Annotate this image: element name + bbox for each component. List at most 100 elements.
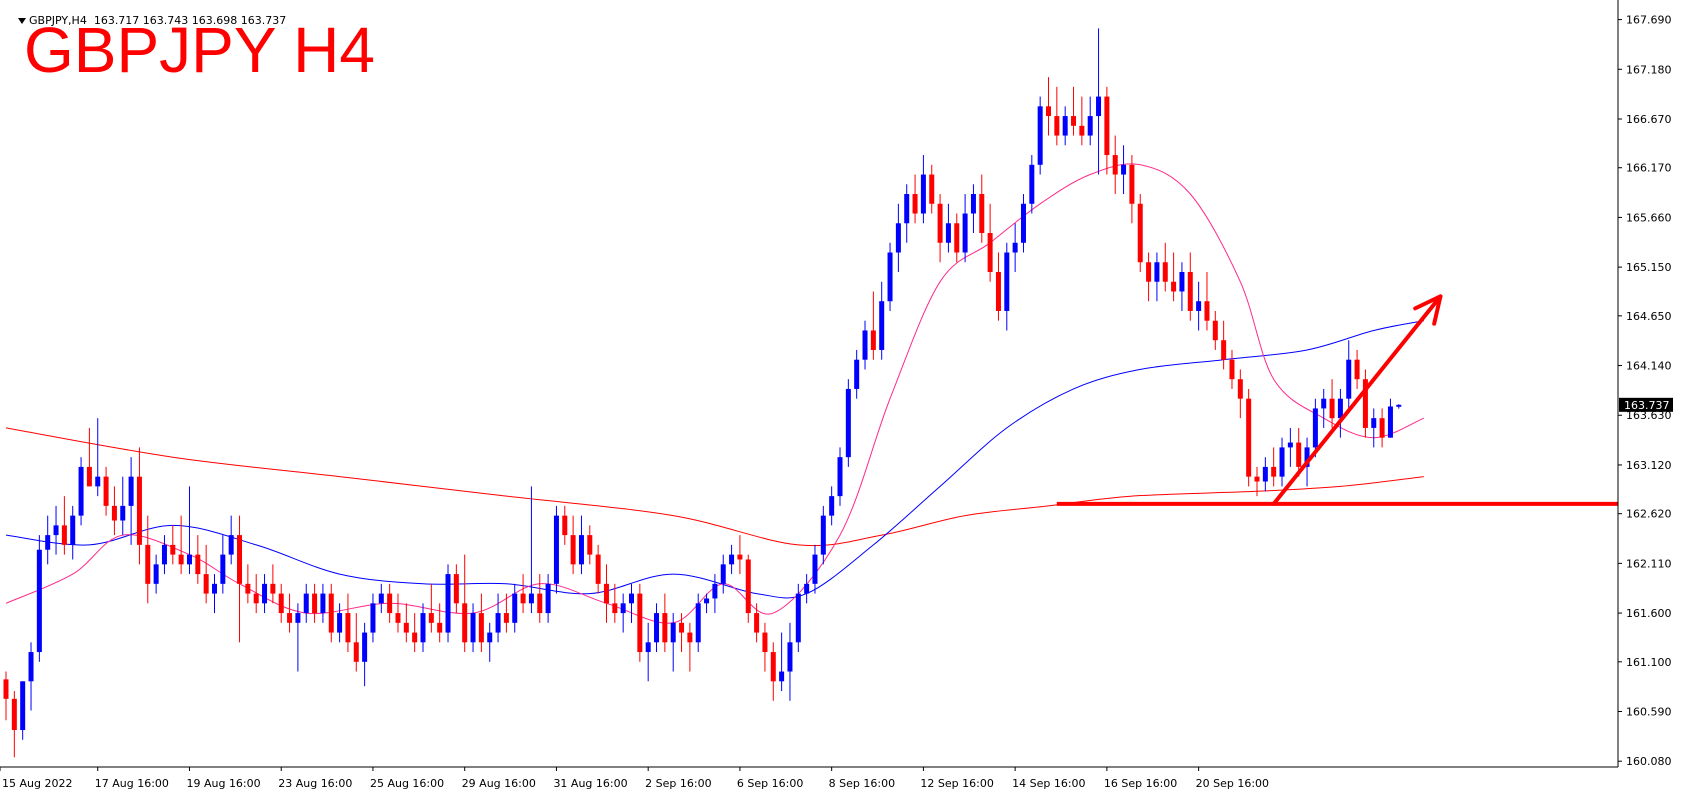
candle <box>303 583 309 623</box>
candle-body <box>1171 281 1177 292</box>
candle <box>320 583 326 623</box>
candle <box>929 164 935 214</box>
price-tick-label: 163.630 <box>1626 409 1672 422</box>
candle <box>437 603 443 643</box>
candle-body <box>195 554 201 575</box>
candle <box>937 194 943 263</box>
candle <box>78 457 84 526</box>
moving-averages <box>5 163 1424 624</box>
candle-body <box>854 359 860 389</box>
candle <box>1254 466 1260 497</box>
time-tick-label: 16 Sep 16:00 <box>1104 777 1177 790</box>
candle-body <box>1054 116 1060 136</box>
candle <box>995 252 1001 321</box>
candle <box>987 203 993 282</box>
candle <box>428 583 434 633</box>
candle <box>962 194 968 263</box>
candle-body <box>937 203 943 243</box>
candle-body <box>170 544 176 555</box>
candle-body <box>11 698 17 731</box>
candle <box>412 613 418 653</box>
candle-body <box>378 593 384 604</box>
candle <box>20 681 26 740</box>
candle <box>186 486 192 575</box>
candle-body <box>403 622 409 633</box>
candle-body <box>720 564 726 584</box>
candle <box>1379 408 1385 448</box>
candle-body <box>228 535 234 555</box>
candle <box>645 622 651 682</box>
candle-body <box>1296 442 1302 467</box>
candle <box>912 174 918 224</box>
candle <box>1087 96 1093 146</box>
price-tick-label: 161.600 <box>1626 607 1672 620</box>
candle-body <box>962 213 968 253</box>
candle <box>245 564 251 604</box>
candle <box>11 691 17 758</box>
candle-body <box>245 583 251 594</box>
candle-body <box>729 554 735 565</box>
time-tick-label: 19 Aug 16:00 <box>186 777 260 790</box>
candle <box>812 544 818 594</box>
candle <box>403 603 409 643</box>
candle-body <box>295 613 301 623</box>
price-tick-label: 167.690 <box>1626 14 1672 27</box>
candle-body <box>320 593 326 614</box>
candle-body <box>287 613 293 623</box>
candle-body <box>1329 398 1335 419</box>
candle <box>170 525 176 565</box>
candle <box>1179 262 1185 311</box>
candle <box>178 515 184 575</box>
candle-body <box>1137 203 1143 263</box>
candle-body <box>954 223 960 253</box>
time-tick-label: 20 Sep 16:00 <box>1196 777 1269 790</box>
candle-body <box>1037 106 1043 165</box>
candle-body <box>145 544 151 584</box>
candle <box>712 574 718 614</box>
candle-body <box>795 593 801 643</box>
candle-body <box>128 476 134 506</box>
candle <box>612 583 618 623</box>
candle <box>1346 340 1352 409</box>
candle <box>136 447 142 565</box>
triangle-down-icon[interactable] <box>18 18 26 24</box>
candle-body <box>412 632 418 643</box>
current-price-label: 163.737 <box>1624 399 1670 412</box>
candle <box>203 544 209 604</box>
candle-body <box>203 574 209 594</box>
candle-body <box>20 681 26 731</box>
candle-body <box>787 642 793 672</box>
candle <box>770 642 776 701</box>
candle-body <box>812 554 818 584</box>
candle-body <box>920 174 926 214</box>
candle-body <box>3 679 9 699</box>
candle <box>1271 447 1277 487</box>
candle <box>787 622 793 701</box>
candle <box>362 622 368 687</box>
candle <box>262 574 268 614</box>
candle <box>737 535 743 575</box>
price-tick-label: 161.100 <box>1626 656 1672 669</box>
candle <box>1062 106 1068 146</box>
candle <box>1237 369 1243 419</box>
candle <box>462 554 468 653</box>
candle-body <box>1112 155 1118 175</box>
price-tick-label: 163.120 <box>1626 459 1672 472</box>
candle-body <box>453 574 459 604</box>
candle-body <box>979 194 985 234</box>
candle <box>954 213 960 263</box>
candle-body <box>345 613 351 643</box>
overlay-title: GBPJPY H4 <box>24 14 375 86</box>
candle-body <box>1312 408 1318 448</box>
candle-body <box>1287 442 1293 448</box>
candle <box>353 613 359 672</box>
candle-body <box>512 593 518 623</box>
candle <box>854 349 860 399</box>
candle-body <box>670 622 676 643</box>
candle-body <box>1254 476 1260 482</box>
candle-body <box>395 613 401 623</box>
price-tick-label: 167.180 <box>1626 63 1672 76</box>
candle <box>695 593 701 653</box>
